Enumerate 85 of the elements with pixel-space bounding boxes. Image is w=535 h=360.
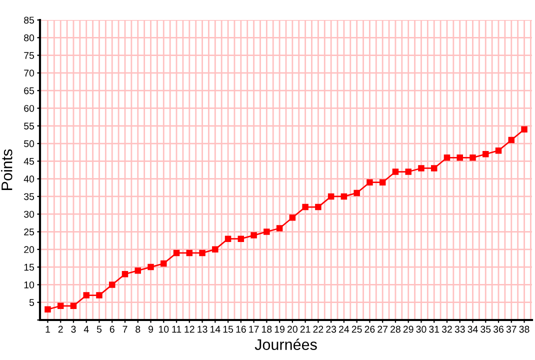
x-tick-label: 8 <box>136 326 140 333</box>
x-tick-label: 10 <box>158 326 169 333</box>
y-tick-label: 10 <box>24 281 34 288</box>
y-tick-label: 75 <box>24 52 34 59</box>
point <box>70 302 77 310</box>
x-tick-label: 14 <box>210 326 220 333</box>
x-tick-label: 1 <box>46 326 50 333</box>
point <box>199 250 206 256</box>
point <box>366 179 373 186</box>
x-tick-label: 6 <box>110 326 114 333</box>
point <box>289 214 296 221</box>
y-tick-label: 50 <box>24 140 34 148</box>
x-tick-label: 18 <box>262 326 272 333</box>
point <box>238 236 244 242</box>
y-tick-label: 20 <box>24 246 34 254</box>
point <box>418 165 424 172</box>
x-tick-label: 31 <box>429 326 440 333</box>
x-tick-label: 15 <box>223 326 234 333</box>
x-tick-label: 4 <box>84 326 89 333</box>
y-tick-label: 5 <box>29 299 34 306</box>
point <box>328 193 334 200</box>
point <box>444 154 450 161</box>
x-tick-label: 30 <box>416 326 426 333</box>
y-tick-label: 30 <box>24 210 34 218</box>
y-tick-label: 25 <box>24 228 34 236</box>
point <box>148 264 154 270</box>
x-tick-label: 21 <box>300 326 310 333</box>
point <box>44 306 51 313</box>
x-tick-label: 34 <box>468 326 478 333</box>
y-axis-title: Points <box>1 149 12 190</box>
x-tick-label: 26 <box>364 326 375 333</box>
y-tick-label: 55 <box>24 122 34 130</box>
point <box>340 193 348 200</box>
point <box>96 292 102 298</box>
y-tick-label: 65 <box>24 87 34 94</box>
x-tick-label: 12 <box>184 326 194 333</box>
y-tick-label: 60 <box>24 104 34 112</box>
point <box>470 154 476 161</box>
x-tick-label: 9 <box>148 326 154 333</box>
x-tick-label: 33 <box>454 326 465 333</box>
x-tick-label: 3 <box>71 326 76 333</box>
point <box>392 168 399 175</box>
x-tick-label: 17 <box>249 326 259 333</box>
x-tick-label: 38 <box>519 326 530 333</box>
x-tick-label: 11 <box>172 326 182 333</box>
x-tick-label: 25 <box>352 326 362 333</box>
x-tick-label: 36 <box>493 326 504 333</box>
x-tick-label: 27 <box>378 326 388 333</box>
point <box>186 250 193 256</box>
y-tick-label: 35 <box>24 193 34 200</box>
x-tick-label: 2 <box>58 326 63 333</box>
y-tick-label: 45 <box>24 158 34 165</box>
x-tick-label: 20 <box>288 326 298 333</box>
point <box>379 179 386 186</box>
x-tick-label: 5 <box>96 326 102 333</box>
point <box>122 270 128 278</box>
point <box>495 147 502 154</box>
x-tick-label: 37 <box>506 326 516 333</box>
x-axis-title: Journées <box>254 338 317 350</box>
x-tick-label: 7 <box>122 326 128 333</box>
x-tick-label: 22 <box>313 326 324 333</box>
point <box>315 204 322 210</box>
y-tick-label: 70 <box>24 70 34 77</box>
y-tick-label: 15 <box>24 264 34 271</box>
x-tick-label: 19 <box>274 326 285 333</box>
y-tick-label: 80 <box>24 34 34 42</box>
point <box>508 136 515 144</box>
y-tick-label: 40 <box>24 176 34 182</box>
point <box>224 236 232 242</box>
point <box>134 267 142 274</box>
point <box>430 165 438 172</box>
point <box>57 302 64 310</box>
x-tick-label: 23 <box>326 326 336 333</box>
point <box>250 232 257 238</box>
x-tick-label: 16 <box>236 326 246 333</box>
point <box>521 126 528 133</box>
x-tick-label: 28 <box>390 326 400 333</box>
x-tick-label: 32 <box>442 326 452 333</box>
y-tick-label: 85 <box>24 16 34 24</box>
x-tick-label: 24 <box>339 326 350 333</box>
x-tick-label: 29 <box>403 326 414 333</box>
x-tick-label: 35 <box>480 326 491 333</box>
x-tick-label: 13 <box>198 326 208 333</box>
point <box>276 225 283 232</box>
point <box>173 250 180 256</box>
